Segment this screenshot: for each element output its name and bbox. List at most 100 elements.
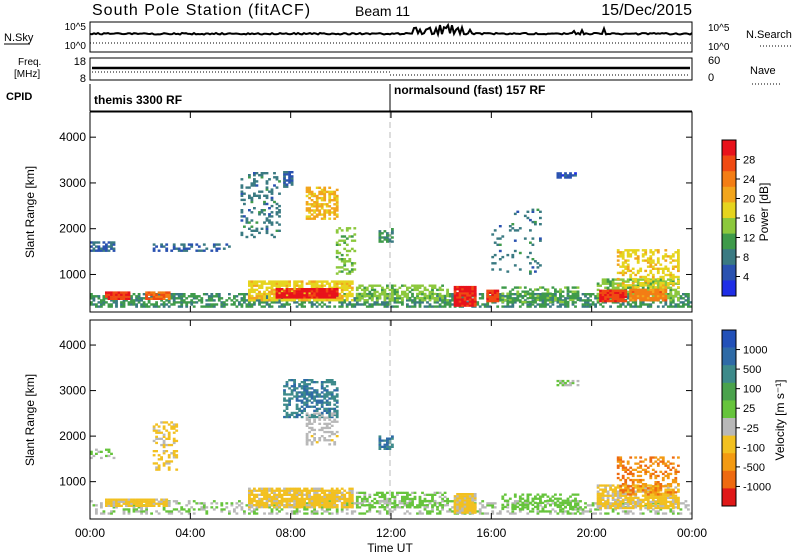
velocity-cell [403,502,407,505]
velocity-cell [458,505,462,508]
velocity-cell [303,501,306,505]
velocity-cell [639,500,643,504]
power-cell [180,295,184,298]
power-cell [348,258,352,261]
velocity-cell [453,495,457,498]
power-cell [355,301,359,304]
power-cell [240,178,244,181]
velocity-cell [315,504,319,507]
velocity-cell [468,501,472,504]
velocity-cell [263,493,266,496]
power-cell [368,284,372,287]
velocity-cell [162,450,166,453]
power-cell [383,238,387,241]
power-cell [634,253,638,256]
power-cell [646,277,650,281]
velocity-cell [345,512,349,515]
velocity-cell [248,497,251,501]
power-cell [674,303,678,306]
power-cell [97,249,101,252]
power-cell [531,210,535,213]
power-cell [496,299,500,303]
velocity-cell [516,505,520,509]
velocity-cell [619,489,623,492]
velocity-cell [556,512,560,515]
power-cell [659,267,663,270]
velocity-cell [263,489,266,492]
power-cell [177,297,181,300]
power-cell [501,295,505,298]
velocity-cell [473,503,477,506]
power-cell [621,273,625,277]
velocity-cell [581,512,585,515]
velocity-cell [646,493,650,496]
velocity-cell [145,510,148,513]
velocity-cell [636,474,640,478]
power-cell [413,288,417,292]
velocity-cell [335,495,339,499]
power-cell [298,286,301,289]
power-cell [310,217,314,220]
velocity-cell [273,493,276,496]
power-cell [155,297,158,300]
velocity-cell [596,508,600,511]
velocity-cell [335,499,339,503]
velocity-cell [566,510,570,513]
power-cell [646,280,650,283]
power-cell [671,259,675,262]
velocity-cell [611,484,615,487]
power-cell [360,292,364,296]
power-cell [95,241,98,244]
velocity-cell [576,503,580,506]
power-cell [566,300,570,304]
power-cell [661,292,665,296]
velocity-cell [491,512,495,515]
velocity-cell [115,500,118,503]
power-cbar-tick-label: 16 [743,213,755,225]
velocity-cell [335,493,339,496]
velocity-cell [539,499,542,502]
power-cell [639,294,643,298]
power-cell [265,288,269,292]
velocity-cell [666,491,670,494]
velocity-cell [616,490,620,493]
power-cell [654,263,658,266]
velocity-cell [345,506,349,509]
power-cell [386,301,389,304]
velocity-cell [308,499,311,503]
velocity-cell [586,510,590,513]
velocity-cell [330,493,334,496]
power-cbar-swatch [722,155,736,172]
power-cell [305,188,309,192]
power-cell [586,293,590,296]
velocity-cell [669,491,673,494]
power-cell [107,241,111,244]
power-cell [328,286,332,289]
power-cell [288,292,291,295]
power-cell [315,301,319,304]
velocity-cell [438,504,442,507]
power-cell [373,301,377,304]
power-cell [619,303,623,306]
power-cell [190,303,194,306]
power-cell [152,303,156,306]
power-cell [601,297,605,301]
velocity-cell [278,506,281,509]
velocity-cell [656,512,660,515]
power-cell [353,239,357,242]
power-cell [122,299,126,302]
power-cell [604,278,607,281]
velocity-cell [671,504,675,508]
power-cell [258,301,261,304]
velocity-cell [471,503,475,506]
power-cell [348,292,352,296]
power-cell [333,292,337,295]
velocity-cell [526,503,530,506]
power-cell [225,299,229,302]
power-cell [631,294,635,298]
power-cell [556,174,560,177]
power-cell [601,293,605,297]
velocity-cell [105,502,108,505]
power-cell [656,269,660,273]
velocity-cell [152,500,156,503]
